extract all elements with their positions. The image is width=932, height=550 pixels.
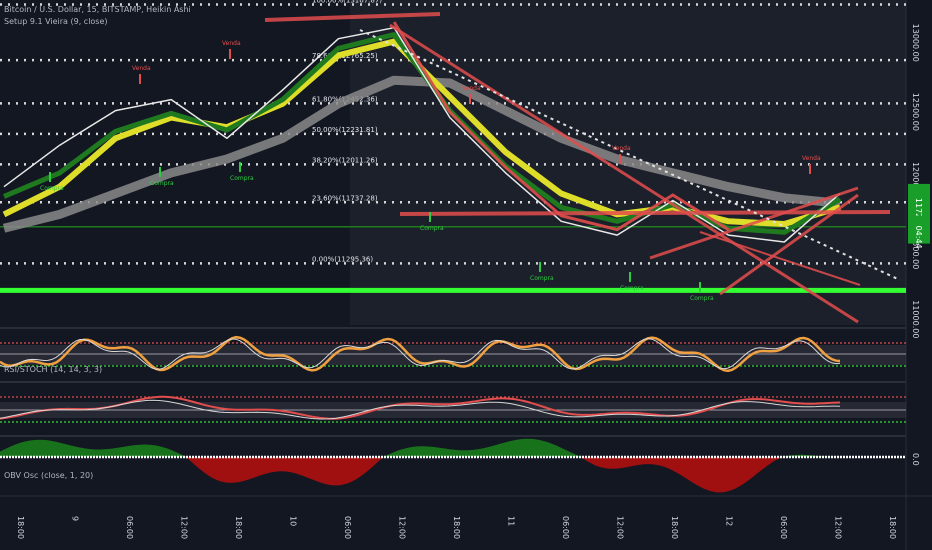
time-tick-13: 12 — [725, 516, 734, 526]
buy-label-6: Compra — [690, 295, 714, 302]
rsi-band — [0, 345, 906, 365]
sell-label-4: Venda — [802, 155, 821, 162]
sell-label-2: Venda — [462, 85, 481, 92]
price-tick-4: 11000.00 — [911, 300, 920, 338]
indicator-obv-label: OBV Osc (close, 1, 20) — [4, 471, 93, 480]
fib-label-4: 38.20%(12011.26) — [312, 156, 378, 164]
series-line-0 — [3, 26, 841, 243]
buy-label-5: Compra — [620, 285, 644, 292]
time-tick-10: 06:00 — [561, 516, 570, 539]
trendline-dashed — [359, 29, 901, 281]
time-tick-15: 12:00 — [834, 516, 843, 539]
trendline-0 — [264, 12, 441, 22]
secondary-price-tag — [908, 215, 930, 244]
series-line-3 — [2, 75, 841, 233]
price-down-overlay — [392, 21, 730, 232]
price-tick-1: 12500.00 — [911, 93, 920, 131]
osc2-white-line — [0, 399, 841, 420]
trendline-2 — [399, 210, 891, 216]
buy-label-3: Compra — [420, 225, 444, 232]
sell-label-0: Venda — [132, 65, 151, 72]
obv-negative-area — [0, 457, 840, 493]
time-tick-16: 18:00 — [888, 516, 897, 539]
time-tick-9: 11 — [507, 516, 516, 526]
buy-label-1: Compra — [150, 180, 174, 187]
trendline-1 — [389, 23, 859, 324]
time-tick-2: 06:00 — [125, 516, 134, 539]
time-tick-3: 12:00 — [180, 516, 189, 539]
time-tick-11: 12:00 — [616, 516, 625, 539]
time-tick-8: 18:00 — [452, 516, 461, 539]
trendline-3 — [649, 186, 859, 260]
buy-label-0: Compra — [40, 185, 64, 192]
time-tick-7: 12:00 — [398, 516, 407, 539]
current-price-tag — [908, 183, 930, 220]
horizontal-lines — [0, 226, 906, 293]
fib-label-0: 100.00%(13167.87) — [312, 0, 382, 4]
sell-label-1: Venda — [222, 40, 241, 47]
indicator-setup-label: Setup 9.1 Vieira (9, close) — [4, 17, 108, 26]
obv-axis-tick: 0.0 — [911, 453, 920, 466]
time-tick-1: 9 — [71, 516, 80, 521]
fib-label-6: 0.00%(11295.36) — [312, 255, 373, 263]
price-series — [2, 21, 842, 243]
signal-markers: Compra Compra Compra Compra Compra Compra Comp… — [40, 40, 821, 302]
time-tick-6: 06:00 — [343, 516, 352, 539]
price-tick-3: 11500.00 — [911, 231, 920, 269]
sell-label-3: Venda — [612, 145, 631, 152]
rsi-signal-line — [0, 338, 841, 370]
fib-label-3: 50.00%(12231.81) — [312, 126, 378, 134]
oscillator-panes — [0, 335, 906, 493]
price-tick-0: 13000.00 — [911, 24, 920, 62]
price-tick-2: 12000.00 — [911, 162, 920, 200]
chart-title: Bitcoin / U.S. Dollar, 15, BITSTAMP, Hei… — [4, 5, 191, 14]
buy-label-2: Compra — [230, 175, 254, 182]
time-tick-5: 10 — [289, 516, 298, 526]
osc2-red-line — [0, 395, 841, 420]
trendlines — [264, 12, 901, 324]
time-tick-12: 18:00 — [670, 516, 679, 539]
buy-label-4: Compra — [530, 275, 554, 282]
fib-label-5: 23.60%(11737.28) — [312, 194, 378, 202]
trendline-4 — [719, 193, 859, 296]
indicator-rsi-stoch-label: RSI/STOCH (14, 14, 3, 3) — [4, 365, 102, 374]
secondary-price-text: 04:44 — [914, 226, 923, 249]
obv-positive-area — [0, 438, 840, 457]
rsi-stoch-line — [0, 335, 841, 373]
time-tick-14: 06:00 — [779, 516, 788, 539]
time-tick-0: 18:00 — [16, 516, 25, 539]
trendline-5 — [699, 231, 861, 286]
axes: 13000.00 12500.00 12000.00 11500.00 11000.00… — [16, 24, 930, 539]
time-tick-4: 18:00 — [234, 516, 243, 539]
